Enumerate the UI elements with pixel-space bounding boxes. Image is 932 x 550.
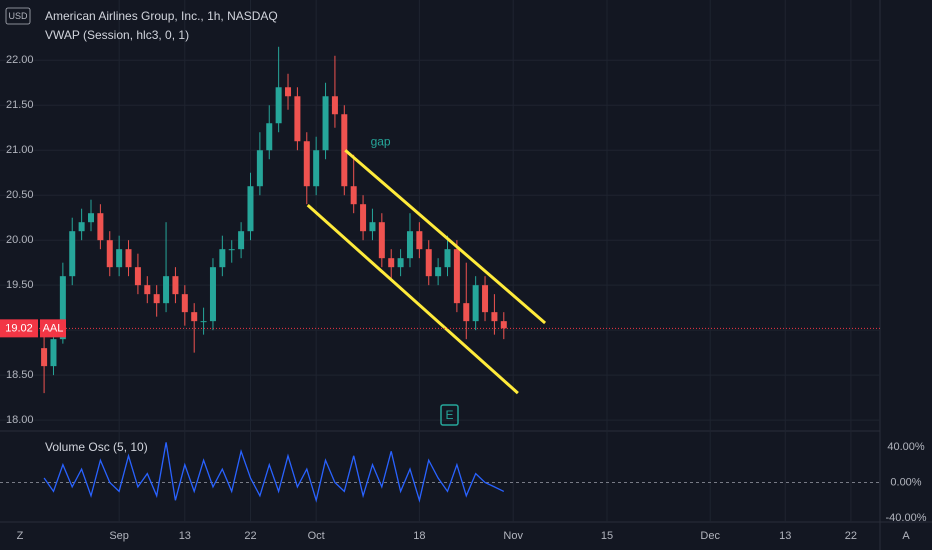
y-tick-label: 21.00: [6, 144, 34, 156]
candle-body: [256, 150, 263, 187]
candle-body: [491, 312, 498, 322]
candle-body: [209, 267, 216, 322]
corner-right[interactable]: A: [902, 530, 910, 542]
y-tick-label: 20.00: [6, 234, 34, 246]
earnings-label[interactable]: E: [445, 408, 453, 422]
candle-body: [144, 285, 151, 295]
last-price-box: [0, 319, 38, 338]
currency: USD: [8, 11, 28, 21]
corner-left[interactable]: Z: [17, 530, 24, 542]
currency-box: [5, 7, 31, 25]
candle-body: [285, 87, 292, 97]
candle-body: [341, 114, 348, 187]
candle-body: [106, 240, 113, 268]
trend-line: [306, 203, 519, 395]
candle-body: [378, 222, 385, 259]
candle-body: [303, 141, 310, 187]
candle-body: [228, 249, 235, 251]
candle-body: [41, 348, 48, 367]
x-tick-label: 22: [845, 530, 857, 542]
earnings-icon[interactable]: [440, 404, 459, 426]
candle-body: [397, 258, 404, 268]
x-tick-label: 22: [244, 530, 256, 542]
y-tick-label: 20.50: [6, 189, 34, 201]
y-tick-label: 22.00: [6, 54, 34, 66]
y-tick-label: 21.50: [6, 99, 34, 111]
candle-body: [247, 186, 254, 232]
y-tick-label: 19.50: [6, 279, 34, 291]
y-tick-label: 18.50: [6, 369, 34, 381]
candle-body: [482, 285, 489, 313]
marks: [0, 46, 880, 503]
candle-body: [435, 267, 442, 277]
labels: USD American Airlines Group, Inc., 1h, N…: [0, 7, 927, 542]
candle-body: [200, 321, 207, 323]
candle-body: [125, 249, 132, 268]
x-tick-label: 15: [601, 530, 613, 542]
chart-title: American Airlines Group, Inc., 1h, NASDA…: [45, 9, 278, 23]
candle-body: [275, 87, 282, 124]
candle-body: [97, 213, 104, 241]
candle-body: [313, 150, 320, 187]
grid: [0, 0, 880, 522]
candle-body: [322, 96, 329, 151]
indicator-title: VWAP (Session, hlc3, 0, 1): [45, 28, 189, 42]
candle-body: [50, 339, 57, 367]
candle-body: [500, 321, 507, 329]
candle-body: [453, 249, 460, 304]
candle-body: [266, 123, 273, 151]
y2-tick-label: -40.00%: [886, 512, 927, 524]
candle-body: [163, 276, 170, 304]
candle-body: [388, 258, 395, 268]
y-tick-label: 18.00: [6, 414, 34, 426]
symbol-label: AAL: [43, 322, 64, 334]
x-tick-label: 18: [413, 530, 425, 542]
annotation: gap: [371, 134, 391, 148]
x-tick-label: Oct: [308, 530, 325, 542]
candle-body: [294, 96, 301, 142]
candle-body: [369, 222, 376, 232]
oscillator-line: [43, 442, 505, 503]
trend-line: [344, 149, 547, 325]
candle-body: [116, 249, 123, 268]
candle-body: [406, 231, 413, 259]
x-tick-label: Nov: [503, 530, 523, 542]
candle-body: [360, 204, 367, 232]
candle-body: [331, 96, 338, 115]
candle-body: [416, 231, 423, 250]
candle-body: [350, 186, 357, 205]
candle-body: [172, 276, 179, 295]
candle-body: [219, 249, 226, 268]
candle-body: [134, 267, 141, 286]
x-tick-label: Sep: [109, 530, 129, 542]
last-price-label: 19.02: [5, 322, 33, 334]
candle-body: [472, 285, 479, 322]
x-tick-label: 13: [779, 530, 791, 542]
candle-body: [69, 231, 76, 277]
candle-body: [78, 222, 85, 232]
candle-body: [88, 213, 95, 223]
candle-body: [463, 303, 470, 322]
candle-body: [425, 249, 432, 277]
candle-body: [191, 312, 198, 322]
candle-body: [238, 231, 245, 250]
candle-body: [153, 294, 160, 304]
candle-body: [181, 294, 188, 313]
x-tick-label: Dec: [700, 530, 720, 542]
candle-body: [59, 276, 66, 340]
x-tick-label: 13: [179, 530, 191, 542]
oscillator-title: Volume Osc (5, 10): [45, 440, 148, 454]
y2-tick-label: 0.00%: [890, 476, 921, 488]
symbol-box: [40, 319, 66, 338]
candle-body: [444, 249, 451, 268]
y2-tick-label: 40.00%: [887, 441, 925, 453]
